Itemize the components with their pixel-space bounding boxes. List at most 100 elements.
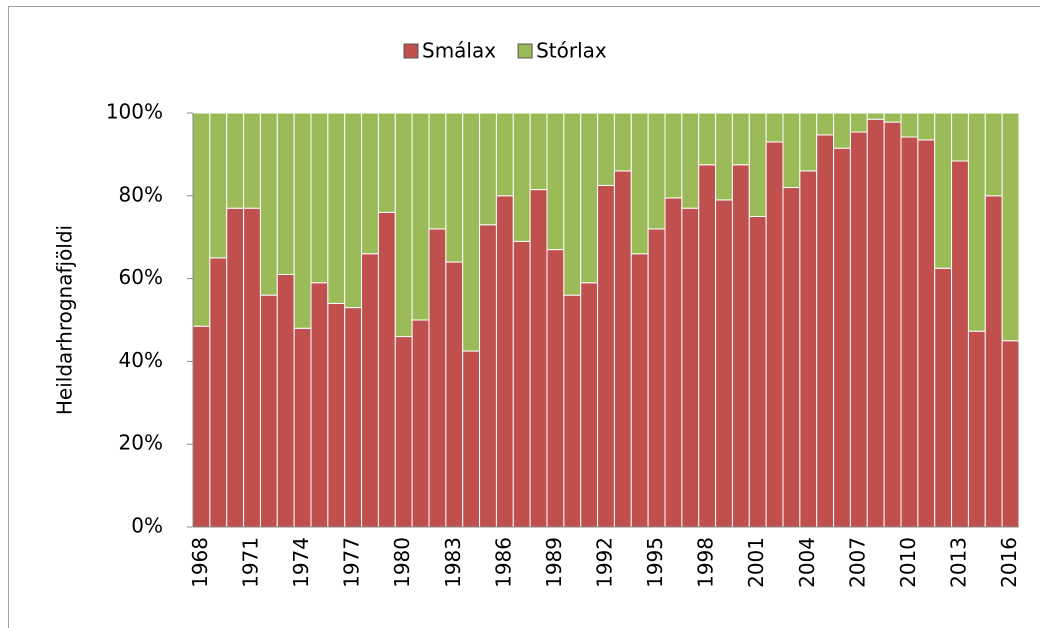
bar-segment [428,112,447,230]
bar-segment [377,112,396,213]
bar-segment [310,282,329,528]
bar-segment [580,282,599,528]
bar-segment [428,228,447,528]
bar-segment [310,112,329,284]
bar-segment [967,112,986,332]
bar-segment [984,112,1003,197]
bar-segment [327,112,346,304]
bar-segment [243,112,261,209]
bar-segment [799,112,818,172]
x-tick-label: 2013 [947,537,971,588]
bar-segment [782,187,801,528]
legend-swatch [517,43,533,59]
bar-segment [293,112,312,329]
x-tick-label: 1992 [593,537,617,588]
bar-segment [209,112,228,259]
bar-segment [816,134,835,528]
bar-segment [698,164,717,528]
y-tick-label: 80% [119,182,163,206]
bar-segment [833,112,851,149]
bar-segment [681,207,700,528]
bar-segment [597,184,615,528]
bar-segment [883,112,902,123]
x-tick-label: 2004 [795,537,819,588]
bar-segment [546,249,565,528]
bar-segment [226,112,245,209]
bar-segment [849,112,868,133]
bar-segment [866,118,885,528]
bar-segment [984,195,1003,528]
x-tick-label: 1995 [643,537,667,588]
bar-segment [917,112,936,141]
bar-segment [563,294,582,528]
bar-segment [411,319,430,528]
x-tick-label: 2016 [997,537,1021,588]
x-tick-label: 1974 [289,537,313,588]
bar-segment [512,112,531,242]
bar-segment [259,294,278,528]
bar-segment [377,211,396,528]
bar-segment [951,160,969,528]
bar-segment [715,112,733,201]
bar-segment [866,112,885,120]
bar-segment [647,228,666,528]
bar-segment [849,131,868,528]
bar-segment [698,112,717,166]
x-tick-label: 1971 [239,537,263,588]
bar-segment [563,112,582,296]
bar-segment [681,112,700,209]
bar-segment [765,141,784,528]
bar-segment [192,325,211,528]
x-tick-label: 1980 [390,537,414,588]
bar-segment [529,189,548,528]
bar-segment [394,336,413,528]
bar-segment [462,350,481,528]
bar-segment [934,112,953,269]
bar-segment [445,112,464,263]
bar-segment [900,136,919,528]
bar-segment [192,112,211,327]
x-tick-label: 2001 [744,537,768,588]
bar-segment [917,139,936,528]
bar-segment [445,261,464,528]
bar-segment [630,112,649,255]
y-tick-label: 0% [131,514,163,538]
bar-segment [748,112,767,217]
bar-segment [293,327,312,528]
y-tick-label: 60% [119,265,163,289]
bar-segment [731,112,750,166]
x-tick-label: 1998 [694,537,718,588]
bar-segment [630,253,649,528]
bar-segment [546,112,565,251]
bar-segment [833,147,851,528]
bar-segment [799,170,818,528]
y-tick-label: 20% [119,431,163,455]
bar-segment [782,112,801,189]
bar-segment [361,253,379,528]
bar-segment [243,207,261,528]
y-axis-label: Heildarhrognafjöldi [53,225,77,415]
bar-segment [664,197,683,528]
bar-segment [748,216,767,528]
legend-label: Stórlax [536,39,607,63]
bar-segment [479,112,497,226]
bar-segment [934,267,953,528]
x-tick-label: 2007 [845,537,869,588]
bar-segment [344,112,363,309]
bar-segment [1001,112,1020,342]
bar-segment [209,257,228,528]
bar-segment [512,240,531,528]
bar-segment [951,112,969,162]
bar-segment [361,112,379,255]
bar-segment [276,112,295,275]
bar-segment [715,199,733,528]
bar-segment [597,112,615,186]
bar-segment [900,112,919,138]
legend-swatch [403,43,419,59]
x-tick-label: 1986 [491,537,515,588]
bar-segment [664,112,683,199]
legend-label: Smálax [422,39,496,63]
y-tick-label: 100% [106,100,163,124]
bar-segment [276,273,295,528]
